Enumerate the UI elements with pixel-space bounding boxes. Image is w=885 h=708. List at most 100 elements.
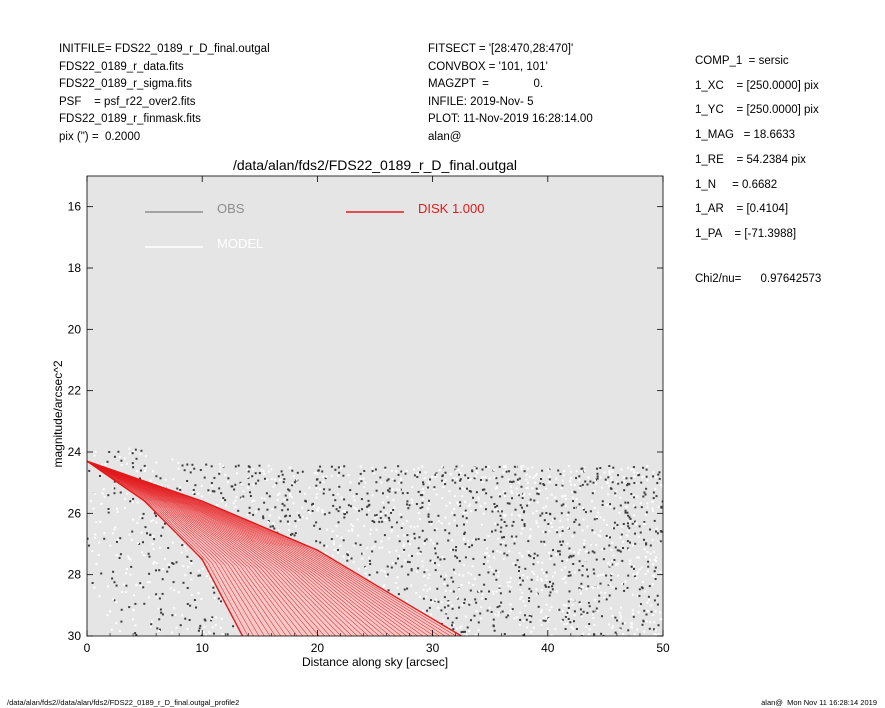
obs-point [197, 569, 200, 572]
obs-point [488, 590, 490, 593]
obs-point [595, 607, 598, 610]
obs-point [615, 563, 618, 566]
obs-point [577, 641, 579, 643]
obs-point [152, 470, 154, 473]
disk-model-line [87, 460, 271, 636]
obs-point [353, 544, 355, 547]
obs-point [450, 548, 453, 551]
obs-point [190, 593, 193, 596]
obs-point [646, 601, 649, 604]
obs-point [552, 518, 555, 521]
obs-point [382, 492, 384, 495]
obs-point [283, 478, 286, 481]
obs-point [406, 503, 408, 506]
obs-point [509, 581, 512, 583]
obs-point [611, 615, 614, 617]
obs-point [457, 468, 460, 471]
obs-point [175, 641, 177, 643]
obs-point [444, 574, 447, 577]
obs-point [645, 542, 648, 545]
obs-point [563, 470, 566, 473]
obs-point [183, 545, 186, 548]
obs-point [346, 559, 349, 562]
obs-point [578, 523, 581, 526]
obs-point [611, 627, 614, 630]
obs-point [408, 542, 411, 545]
obs-point [622, 547, 624, 549]
obs-point [359, 477, 362, 480]
obs-point [503, 515, 506, 518]
obs-point [141, 517, 144, 520]
obs-point [574, 491, 577, 494]
obs-point [458, 587, 461, 590]
obs-point [222, 650, 224, 652]
obs-point [503, 633, 506, 635]
obs-point [131, 452, 134, 455]
obs-point [278, 492, 281, 495]
obs-point [497, 611, 500, 613]
obs-point [319, 481, 322, 484]
obs-point [207, 630, 210, 633]
obs-point [575, 628, 578, 630]
obs-point [234, 506, 237, 509]
obs-point [297, 519, 300, 522]
obs-point [642, 644, 644, 646]
obs-point [467, 539, 470, 542]
obs-point [474, 509, 477, 512]
obs-point [417, 567, 420, 570]
obs-point [609, 503, 611, 506]
obs-point [395, 470, 398, 473]
obs-point [107, 511, 110, 514]
obs-point [533, 557, 535, 560]
obs-point [107, 494, 110, 497]
obs-point [387, 501, 390, 504]
obs-point [655, 556, 658, 559]
obs-point [200, 495, 203, 498]
obs-point [136, 521, 139, 524]
obs-point [207, 489, 210, 492]
header-mid-line-2: MAGZPT = 0. [428, 78, 544, 91]
obs-point [125, 645, 127, 647]
obs-point [281, 509, 284, 512]
obs-point [560, 619, 563, 622]
obs-point [530, 590, 533, 593]
obs-point [580, 635, 583, 636]
obs-point [116, 538, 119, 541]
y-tick-label: 20 [68, 322, 82, 336]
obs-point [158, 569, 161, 572]
obs-point [505, 470, 508, 473]
obs-point [445, 504, 448, 507]
obs-point [572, 627, 575, 630]
obs-point [580, 650, 582, 652]
obs-point [406, 500, 409, 503]
obs-point [649, 552, 652, 555]
obs-point [573, 506, 576, 509]
obs-point [509, 603, 512, 606]
obs-point [459, 504, 462, 507]
obs-point [596, 467, 599, 470]
obs-point [181, 614, 184, 617]
obs-point [604, 591, 607, 594]
obs-point [486, 560, 489, 563]
obs-point [220, 492, 223, 495]
obs-point [608, 465, 611, 467]
obs-point [392, 509, 395, 511]
obs-point [479, 612, 482, 615]
obs-point [502, 490, 505, 493]
obs-point [573, 551, 576, 554]
obs-point [291, 532, 294, 535]
obs-point [640, 506, 643, 509]
obs-point [409, 647, 411, 649]
obs-point [536, 554, 539, 557]
obs-point [548, 529, 551, 532]
obs-point [365, 649, 367, 651]
obs-point [561, 495, 564, 498]
obs-point [299, 490, 301, 493]
obs-point [660, 484, 663, 487]
obs-point [430, 523, 433, 526]
obs-point [577, 506, 580, 509]
obs-point [88, 469, 91, 472]
obs-point [134, 632, 137, 635]
obs-point [156, 627, 159, 630]
obs-point [93, 492, 96, 495]
